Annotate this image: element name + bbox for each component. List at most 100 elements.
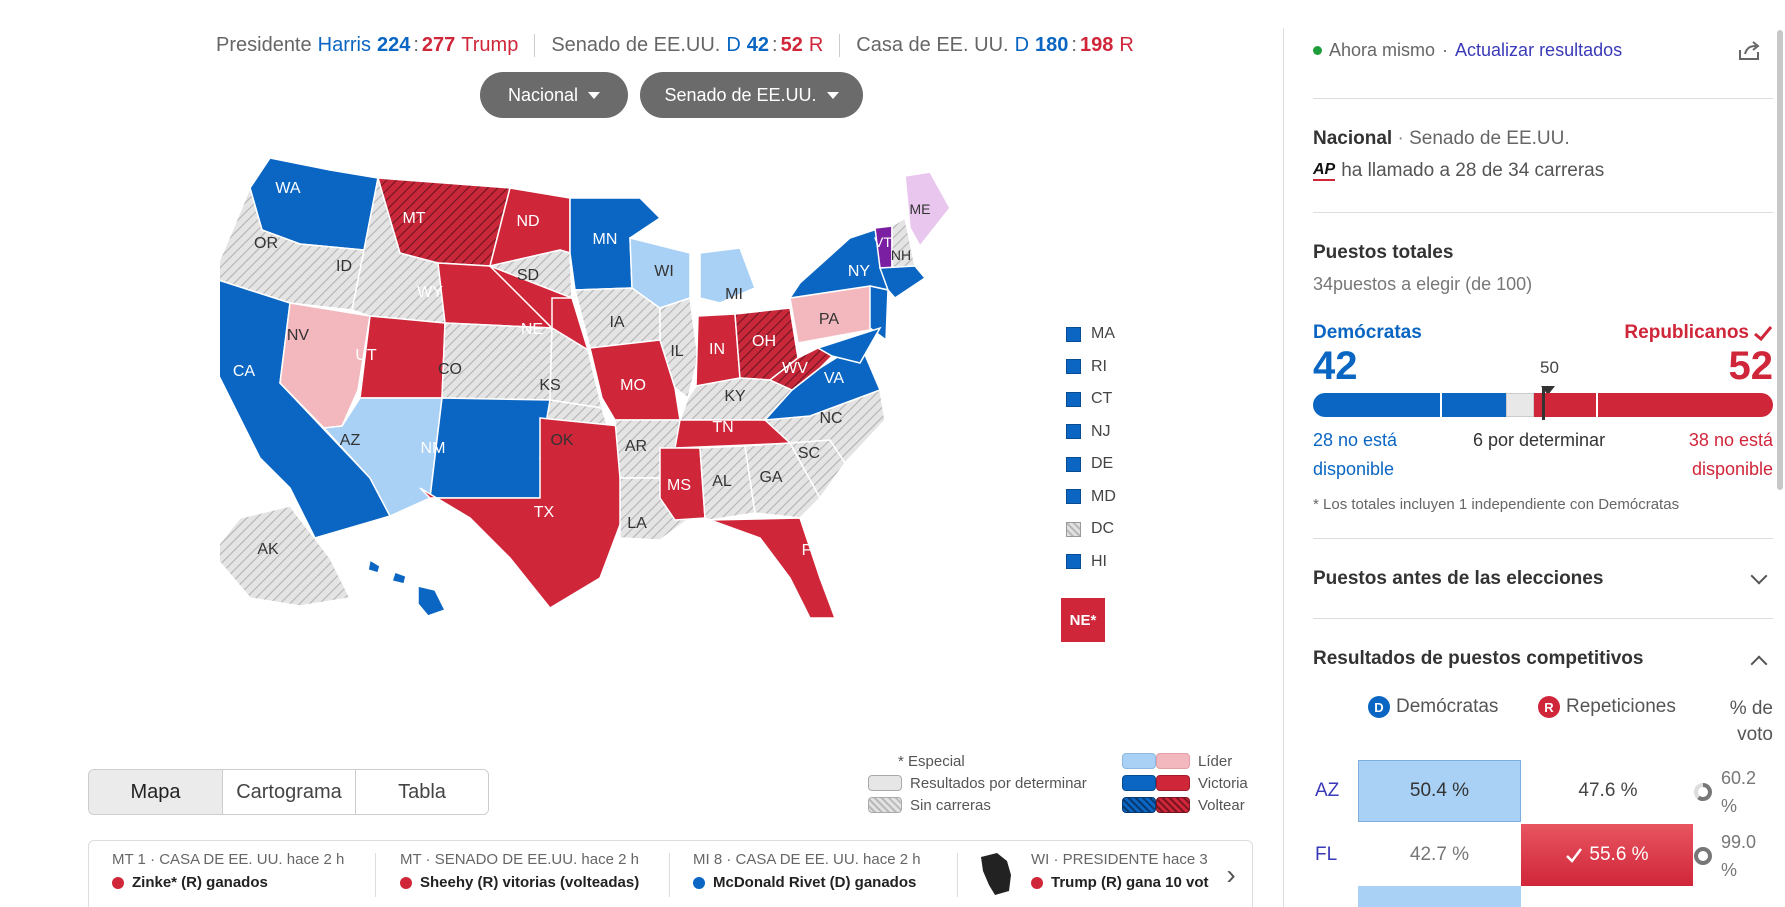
label-AK: AK [257,541,279,558]
senate-summary[interactable]: Senado de EE.UU. D 42:52 R [534,33,839,57]
state-swatch [1066,521,1081,537]
state-MD[interactable] [816,326,882,364]
tab-map[interactable]: Mapa [89,770,222,814]
state-HI[interactable] [417,585,447,617]
ticker-divider [669,853,670,897]
label-VT: VT [874,234,892,250]
chevron-right-icon[interactable]: › [1226,859,1236,890]
small-state-label: MA [1091,325,1115,343]
ticker-item[interactable]: MI 8 · CASA DE EE. UU. hace 2 h McDonald… [693,851,921,891]
share-icon[interactable] [1737,40,1763,62]
state-AL[interactable] [699,445,756,521]
small-state-DE[interactable]: DE [1066,448,1116,481]
label-TN: TN [712,419,733,436]
section-divider [1313,98,1773,99]
president-summary[interactable]: Presidente Harris 224:277 Trump [200,34,534,57]
ticker-item[interactable]: MT 1 · CASA DE EE. UU. hace 2 h Zinke* (… [112,851,344,891]
state-swatch [1066,391,1081,407]
small-state-HI[interactable]: HI [1066,546,1116,579]
label-NE: NE [521,321,543,338]
ticker-divider [375,853,376,897]
state-NJ[interactable] [869,285,889,342]
majority-marker-label: 50 [1540,358,1559,377]
label-OK: OK [550,432,573,449]
col-rep-header: R Repeticiones [1538,696,1676,718]
small-state-MA[interactable]: MA [1066,318,1116,351]
trump-name: Trump [461,33,519,56]
live-status-text: Ahora mismo [1329,40,1436,60]
small-state-RI[interactable]: RI [1066,351,1116,384]
caret-down-icon [826,91,839,99]
race-dropdown[interactable]: Senado de EE.UU. [640,72,863,118]
tab-cartogram[interactable]: Cartograma [222,770,355,814]
small-state-NJ[interactable]: NJ [1066,416,1116,449]
label-FL: FL [802,542,821,559]
bar-rep-not-up [1598,393,1773,417]
results-ticker: MT 1 · CASA DE EE. UU. hace 2 h Zinke* (… [88,840,1253,907]
small-state-MD[interactable]: MD [1066,481,1116,514]
state-MS[interactable] [659,447,706,521]
dem-flip-swatch [1122,797,1156,813]
competitive-results-toggle[interactable]: Resultados de puestos competitivos [1313,648,1773,676]
label-ND: ND [516,213,539,230]
label-WY: WY [417,284,443,301]
region-dropdown[interactable]: Nacional [480,72,628,118]
ticker-item[interactable]: WI · PRESIDENTE hace 3 Trump (R) gana 10… [1031,851,1211,891]
competitive-row[interactable]: AZ 50.4 % 47.6 % 60.2 % [1313,760,1773,824]
legend-right: Líder Victoria Voltear [1122,750,1248,816]
state-GA[interactable] [744,442,821,519]
before-election-toggle[interactable]: Puestos antes de las elecciones [1313,567,1773,596]
small-state-label: MD [1091,487,1116,505]
row-rep-share: 55.6 % [1589,844,1649,865]
ne-special-badge[interactable]: NE* [1061,598,1105,642]
dot-separator: · [1397,128,1404,149]
legend-flip-label: Voltear [1198,796,1245,814]
label-PA: PA [819,311,839,328]
state-FL[interactable] [709,517,837,619]
chevron-up-icon [1750,655,1768,673]
ticker-item-head: MT · SENADO DE EE.UU. hace 2 h [400,851,639,868]
house-summary[interactable]: Casa de EE. UU. D 180:198 R [839,33,1150,57]
legend-leader: Líder [1122,750,1248,772]
totals-subtitle: 34puestos a elegir (de 100) [1313,274,1533,294]
dem-letter: D [1014,33,1030,56]
state-MI[interactable] [699,247,756,304]
rep-badge: R [1538,696,1560,718]
state-ME[interactable] [904,171,951,248]
row-reported: 99.0 % [1721,832,1757,880]
rep-letter: R [808,33,824,56]
col-rep-label: Repeticiones [1566,696,1676,717]
state-New-England[interactable] [878,265,927,299]
small-state-DC[interactable]: DC [1066,513,1116,546]
senate-label: Senado de EE.UU. [551,33,721,56]
label-KS: KS [539,377,560,394]
label-AZ: AZ [340,432,361,449]
ticker-item-body: Zinke* (R) ganados [132,874,268,891]
view-tabs: Mapa Cartograma Tabla [88,769,489,815]
legend-victory-label: Victoria [1198,774,1248,792]
label-MI: MI [725,286,743,303]
small-state-CT[interactable]: CT [1066,383,1116,416]
legend-no-race: Sin carreras [868,794,1087,816]
label-NC: NC [819,410,842,427]
ticker-item[interactable]: MT · SENADO DE EE.UU. hace 2 h Sheehy (R… [400,851,639,891]
refresh-results-link[interactable]: Actualizar resultados [1455,40,1623,60]
state-HI[interactable] [391,571,407,585]
reporting-ring-icon [1694,783,1712,801]
senate-rep-seats: 52 [780,33,803,56]
scope-line: Nacional · Senado de EE.UU. [1313,128,1570,150]
state-NM[interactable] [429,397,551,499]
rep-victory-swatch [1156,775,1190,791]
label-TX: TX [534,504,555,521]
rep-dot-icon [112,876,124,889]
state-HI[interactable] [367,558,381,574]
label-IA: IA [609,314,624,331]
row-rep-share-winner: 55.6 % [1521,824,1693,886]
pending-swatch [868,775,902,791]
label-MN: MN [593,231,618,248]
panel-scrollbar[interactable] [1777,30,1783,490]
tab-table[interactable]: Tabla [355,770,488,814]
dem-letter: D [726,33,741,56]
us-map-svg: WA OR CA NV ID MT WY UT AZ CO NM ND SD N… [209,157,951,619]
competitive-row[interactable]: FL 42.7 % 55.6 % 99.0 % [1313,824,1773,888]
